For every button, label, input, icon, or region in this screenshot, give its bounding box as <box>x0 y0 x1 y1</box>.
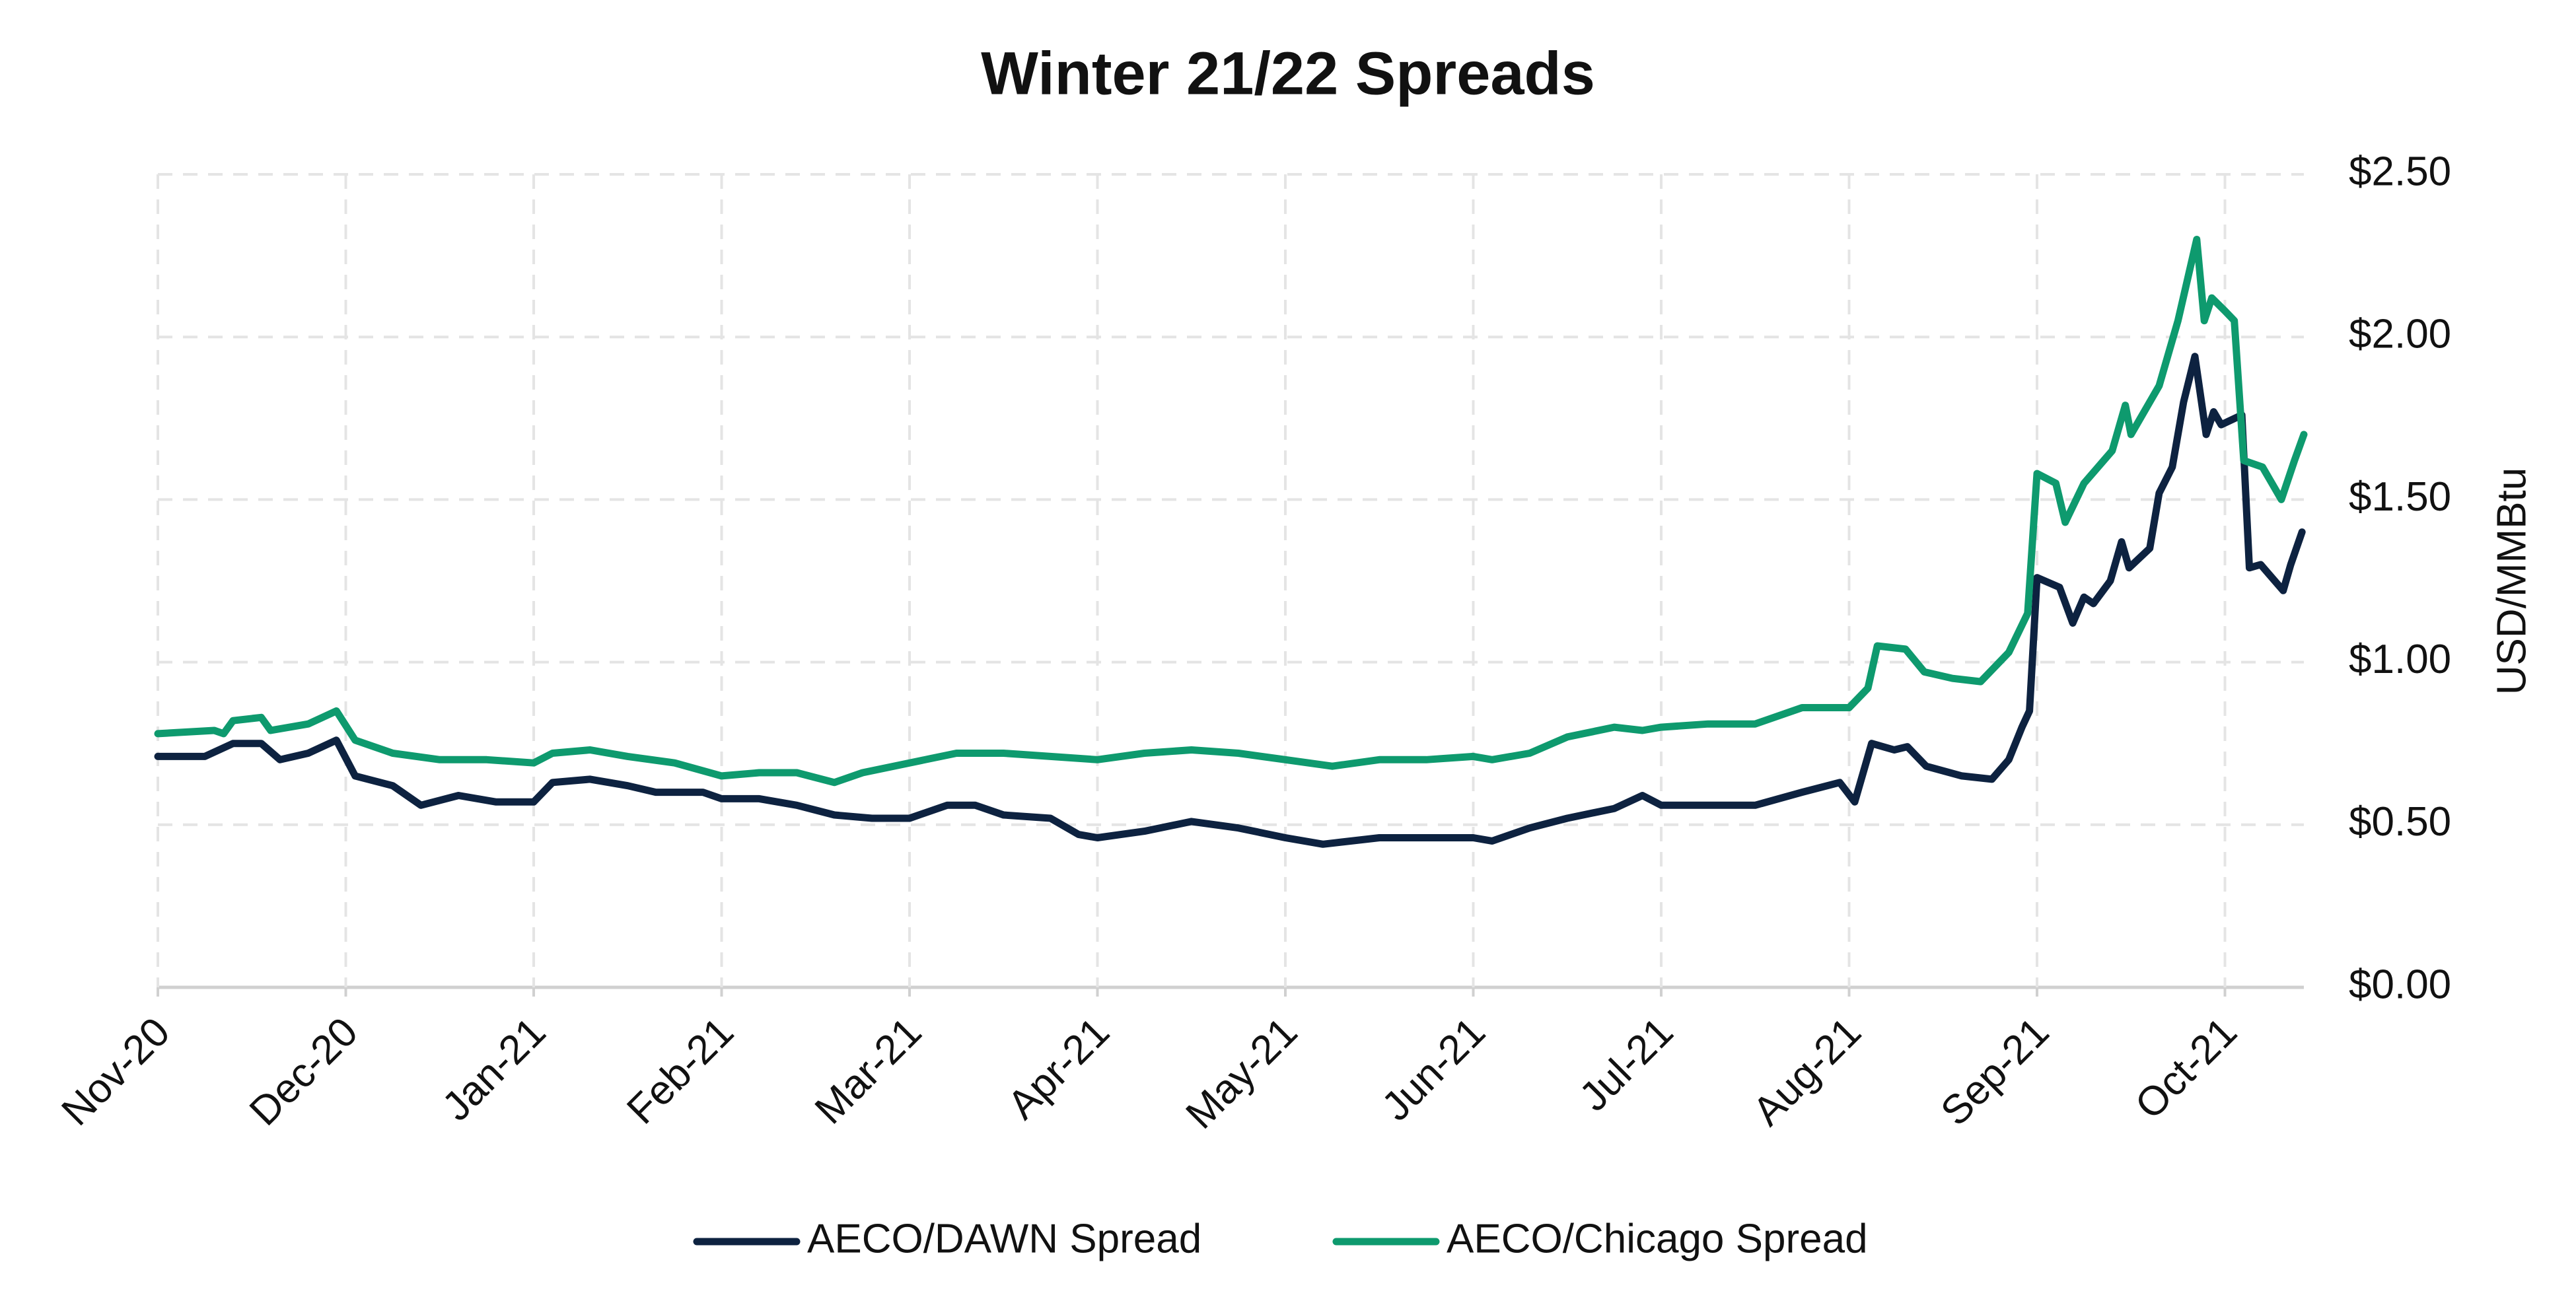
x-tick-label: Mar-21 <box>806 1009 931 1133</box>
x-tick-label: Apr-21 <box>999 1009 1118 1128</box>
y-tick-label: $0.50 <box>2349 799 2451 845</box>
y-tick-label: $1.00 <box>2349 637 2451 682</box>
chart-title: Winter 21/22 Spreads <box>981 40 1595 107</box>
y-tick-label: $2.00 <box>2349 312 2451 357</box>
x-tick-label: Jul-21 <box>1571 1009 1682 1120</box>
x-tick-label: Jun-21 <box>1373 1009 1494 1130</box>
legend-label: AECO/Chicago Spread <box>1447 1216 1868 1261</box>
y-tick-label: $1.50 <box>2349 474 2451 520</box>
series-line <box>154 236 2308 787</box>
x-tick-label: Aug-21 <box>1744 1009 1870 1135</box>
legend-label: AECO/DAWN Spread <box>807 1216 1201 1261</box>
x-tick-label: May-21 <box>1177 1009 1306 1138</box>
series-line <box>154 353 2306 848</box>
x-tick-label: Nov-20 <box>53 1009 178 1135</box>
x-tick-label: Sep-21 <box>1932 1009 2057 1135</box>
x-tick-label: Oct-21 <box>2127 1009 2246 1128</box>
y-tick-label: $2.50 <box>2349 149 2451 194</box>
x-tick-label: Feb-21 <box>618 1009 742 1133</box>
y-tick-label: $0.00 <box>2349 962 2451 1007</box>
x-tick-label: Jan-21 <box>434 1009 555 1130</box>
y-axis-label: USD/MMBtu <box>2489 468 2534 695</box>
x-tick-label: Dec-20 <box>241 1009 367 1135</box>
